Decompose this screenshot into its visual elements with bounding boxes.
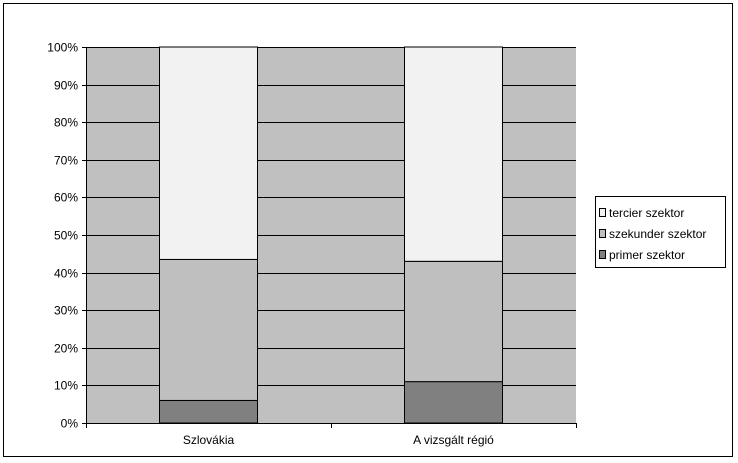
y-tick-label: 0%: [61, 417, 79, 431]
bar-segment: [159, 399, 258, 424]
y-tick-label: 70%: [54, 154, 78, 168]
bar-segment: [404, 260, 503, 383]
bar-segment: [159, 258, 258, 401]
legend-swatch-szekunder: [599, 229, 606, 238]
y-tick-label: 40%: [54, 267, 78, 281]
legend-label-szekunder: szekunder szektor: [609, 226, 707, 241]
bar-segment: [404, 381, 503, 424]
x-tick-label: Szlovákia: [183, 433, 235, 447]
legend-item-tercier: tercier szektor: [599, 202, 725, 223]
y-tick-label: 30%: [54, 304, 78, 318]
y-tick-label: 60%: [54, 191, 78, 205]
legend-swatch-tercier: [599, 208, 606, 217]
y-tick-label: 10%: [54, 379, 78, 393]
bar-segment: [404, 46, 503, 262]
y-tick-label: 50%: [54, 229, 78, 243]
y-tick-label: 100%: [47, 41, 78, 55]
bar-segment: [159, 46, 258, 260]
y-tick-label: 90%: [54, 79, 78, 93]
y-tick-label: 20%: [54, 342, 78, 356]
legend-swatch-primer: [599, 250, 606, 259]
legend-label-primer: primer szektor: [609, 247, 686, 262]
x-tick-label: A vizsgált régió: [413, 433, 494, 447]
y-tick-label: 80%: [54, 116, 78, 130]
legend-item-szekunder: szekunder szektor: [599, 223, 725, 244]
chart-legend: tercier szektor szekunder szektor primer…: [595, 196, 726, 268]
legend-label-tercier: tercier szektor: [609, 205, 685, 220]
legend-item-primer: primer szektor: [599, 244, 725, 265]
